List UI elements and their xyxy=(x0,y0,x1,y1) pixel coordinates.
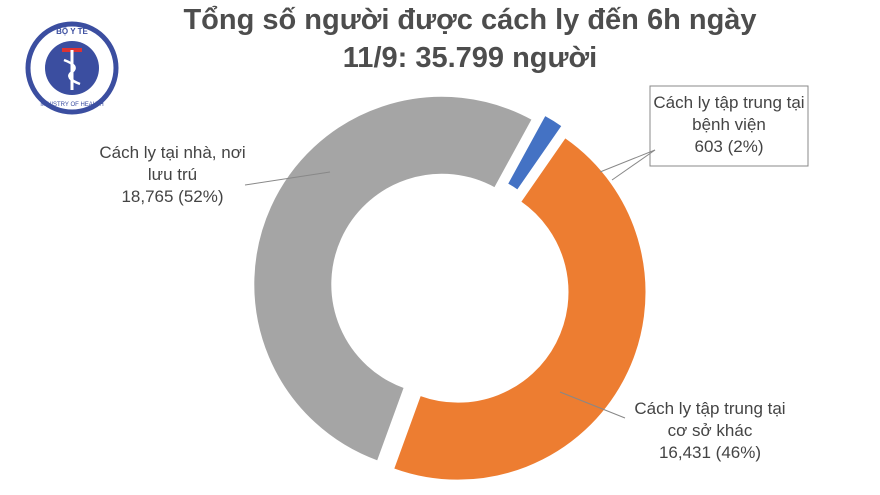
slice-label: Cách ly tập trung tại bệnh viện 603 (2%) xyxy=(650,92,808,158)
chart-title: Tổng số người được cách ly đến 6h ngày xyxy=(183,4,757,36)
category-label: Cách ly tại nhà, nơi lưu trú xyxy=(99,143,246,184)
logo-snake xyxy=(63,58,81,86)
category-label: Cách ly tập trung tại bệnh viện xyxy=(653,93,805,134)
label-box xyxy=(649,85,809,167)
logo: BỘ Y TẾ MINISTRY OF HEALTH xyxy=(25,21,119,115)
callout-line xyxy=(599,149,656,173)
callout-line xyxy=(244,171,331,186)
logo-top-text: BỘ Y TẾ xyxy=(56,26,88,36)
callout-line xyxy=(559,391,626,419)
value-label: 603 (2%) xyxy=(694,137,764,156)
value-label: 16,431 (46%) xyxy=(658,443,762,462)
slice-label: Cách ly tập trung tại cơ sở khác 16,431 … xyxy=(625,398,795,464)
slice-label: Cách ly tại nhà, nơi lưu trú 18,765 (52%… xyxy=(95,142,250,208)
category-label: Cách ly tập trung tại cơ sở khác xyxy=(634,399,786,440)
slice xyxy=(506,114,563,191)
slice xyxy=(393,137,647,481)
slice xyxy=(253,95,533,462)
chart-title: 11/9: 35.799 người xyxy=(342,42,598,74)
value-label: 18,765 (52%) xyxy=(121,187,224,206)
callout-line xyxy=(611,149,656,181)
logo-bottom-text: MINISTRY OF HEALTH xyxy=(40,102,103,108)
